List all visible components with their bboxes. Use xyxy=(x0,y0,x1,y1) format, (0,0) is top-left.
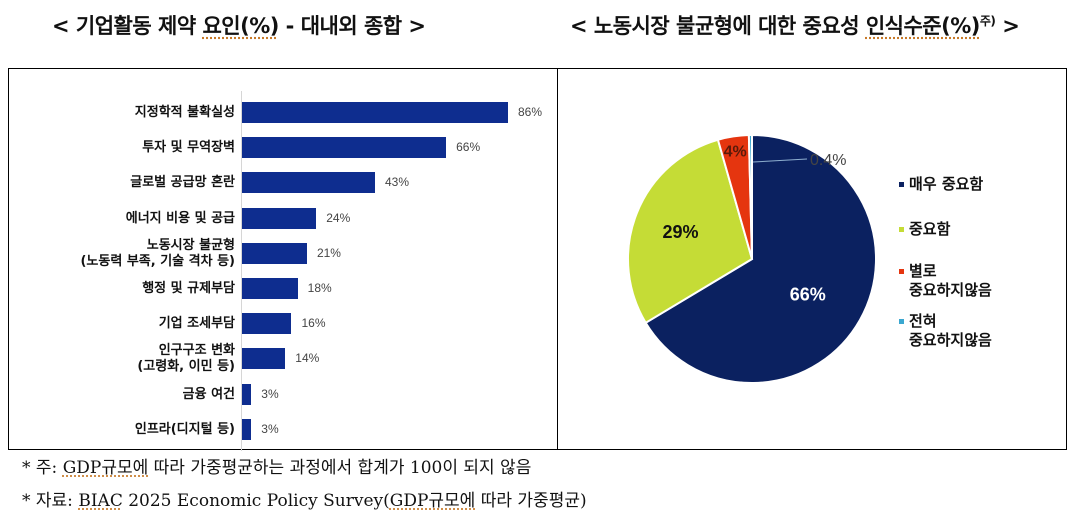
bar xyxy=(242,243,307,264)
footnote-underlined: GDP규모에 xyxy=(390,491,476,511)
bar-category-label: 글로벌 공급망 혼란 xyxy=(130,172,235,194)
footnotes: * 주: GDP규모에 따라 가중평균하는 과정에서 합계가 100이 되지 않… xyxy=(22,452,587,518)
bar-category-label: 금융 여건 xyxy=(183,384,235,406)
bar-value-label: 3% xyxy=(261,387,278,401)
bar xyxy=(242,137,446,158)
pie-value-label: 4% xyxy=(724,144,747,161)
legend-label: 중요하지않음 xyxy=(909,281,992,300)
bar-value-label: 3% xyxy=(261,422,278,436)
bar-row: 글로벌 공급망 혼란 43% xyxy=(9,172,549,206)
legend-label: 별로 xyxy=(909,262,992,281)
bar-row: 기업 조세부담 16% xyxy=(9,313,549,347)
legend-swatch-icon xyxy=(899,269,904,274)
label-line: (고령화, 이민 등) xyxy=(137,359,235,375)
bar-row: 투자 및 무역장벽 66% xyxy=(9,137,549,171)
label-line: 금융 여건 xyxy=(183,387,235,403)
label-line: 에너지 비용 및 공급 xyxy=(126,211,235,227)
bar-row: 에너지 비용 및 공급 24% xyxy=(9,208,549,242)
legend-label: 중요하지않음 xyxy=(909,331,992,350)
bar xyxy=(242,102,508,123)
bar xyxy=(242,172,375,193)
title-text-underlined: 요인(%) xyxy=(202,14,278,38)
pie-value-label: 29% xyxy=(662,222,698,242)
title-bracket-open: < xyxy=(52,14,76,38)
panel-divider xyxy=(557,69,558,449)
pie-chart-title: < 노동시장 불균형에 대한 중요성 인식수준(%)주) > xyxy=(570,10,1019,40)
bar xyxy=(242,384,251,405)
title-footnote-mark: 주) xyxy=(980,14,996,28)
label-line: 노동시장 불균형 xyxy=(147,238,235,254)
bar-row: 행정 및 규제부담 18% xyxy=(9,278,549,312)
label-line: 기업 조세부담 xyxy=(159,316,235,332)
bar xyxy=(242,313,291,334)
pie-chart: 66% 29% 4% 0.4% xyxy=(618,125,888,399)
pie-svg: 66% 29% 4% 0.4% xyxy=(618,125,888,395)
title-text: 기업활동 제약 xyxy=(76,14,203,38)
footnote-text: 따라 가중평균하는 과정에서 합계가 100이 되지 않음 xyxy=(148,458,531,478)
bar-value-label: 43% xyxy=(385,175,409,189)
title-bracket-close: > xyxy=(995,14,1019,38)
label-line: 행정 및 규제부담 xyxy=(142,281,235,297)
legend-item: 중요함 xyxy=(909,220,950,239)
footnote-underlined: BIAC xyxy=(78,491,123,511)
bar-value-label: 66% xyxy=(456,140,480,154)
footnote-text: 2025 Economic Policy Survey( xyxy=(123,491,390,511)
bar-value-label: 21% xyxy=(317,246,341,260)
legend-swatch-icon xyxy=(899,182,904,187)
bar xyxy=(242,278,298,299)
legend-item: 매우 중요함 xyxy=(909,175,983,194)
bar-row: 지정학적 불확실성 86% xyxy=(9,102,549,136)
bar xyxy=(242,348,285,369)
bar xyxy=(242,208,316,229)
legend-label: 전혀 xyxy=(909,312,992,331)
bar xyxy=(242,419,251,440)
title-text-underlined: 인식수준(%) xyxy=(866,14,980,38)
label-line: 투자 및 무역장벽 xyxy=(142,140,235,156)
legend-item: 전혀 중요하지않음 xyxy=(909,312,992,350)
title-text: 노동시장 불균형에 대한 중요성 xyxy=(594,14,866,38)
footnote-prefix: * 자료: xyxy=(22,491,78,511)
bar-category-label: 지정학적 불확실성 xyxy=(135,102,235,124)
title-bracket-open: < xyxy=(570,14,594,38)
bar-row: 인구구조 변화 (고령화, 이민 등) 14% xyxy=(9,348,549,382)
bar-chart-title: < 기업활동 제약 요인(%) - 대내외 종합 > xyxy=(52,10,426,40)
label-line: 인프라(디지털 등) xyxy=(135,422,235,438)
bar-category-label: 기업 조세부담 xyxy=(159,313,235,335)
bar-value-label: 16% xyxy=(301,316,325,330)
label-line: 글로벌 공급망 혼란 xyxy=(130,175,235,191)
label-line: 인구구조 변화 xyxy=(159,343,235,359)
bar-category-label: 인구구조 변화 (고령화, 이민 등) xyxy=(137,344,235,374)
pie-value-label: 0.4% xyxy=(810,152,846,169)
bar-category-label: 노동시장 불균형 (노동력 부족, 기술 격차 등) xyxy=(80,239,235,269)
legend-item: 별로 중요하지않음 xyxy=(909,262,992,300)
label-line: 지정학적 불확실성 xyxy=(135,105,235,121)
bar-category-label: 인프라(디지털 등) xyxy=(135,419,235,441)
footnote-underlined: GDP규모에 xyxy=(63,458,149,478)
legend-label: 중요함 xyxy=(909,220,950,239)
legend-swatch-icon xyxy=(899,227,904,232)
bar-category-label: 에너지 비용 및 공급 xyxy=(126,208,235,230)
legend-swatch-icon xyxy=(899,319,904,324)
label-line: (노동력 부족, 기술 격차 등) xyxy=(80,254,235,270)
chart-frame: 지정학적 불확실성 86% 투자 및 무역장벽 66% 글로벌 공급망 혼란 43% 에너지… xyxy=(8,68,1067,450)
legend-label: 매우 중요함 xyxy=(909,175,983,194)
title-bracket-close: > xyxy=(402,14,426,38)
title-text-rest: - 대내외 종합 xyxy=(279,14,402,38)
bar-value-label: 86% xyxy=(518,105,542,119)
footnote-1: * 주: GDP규모에 따라 가중평균하는 과정에서 합계가 100이 되지 않… xyxy=(22,452,587,485)
bar-value-label: 24% xyxy=(326,211,350,225)
bar-row: 노동시장 불균형 (노동력 부족, 기술 격차 등) 21% xyxy=(9,243,549,277)
pie-value-label: 66% xyxy=(790,284,826,304)
footnote-prefix: * 주: xyxy=(22,458,63,478)
bar-value-label: 18% xyxy=(308,281,332,295)
bar-value-label: 14% xyxy=(295,351,319,365)
bar-row: 인프라(디지털 등) 3% xyxy=(9,419,549,453)
bar-row: 금융 여건 3% xyxy=(9,384,549,418)
footnote-text: 따라 가중평균) xyxy=(475,491,586,511)
bar-category-label: 투자 및 무역장벽 xyxy=(142,137,235,159)
bar-category-label: 행정 및 규제부담 xyxy=(142,278,235,300)
footnote-2: * 자료: BIAC 2025 Economic Policy Survey(G… xyxy=(22,485,587,518)
